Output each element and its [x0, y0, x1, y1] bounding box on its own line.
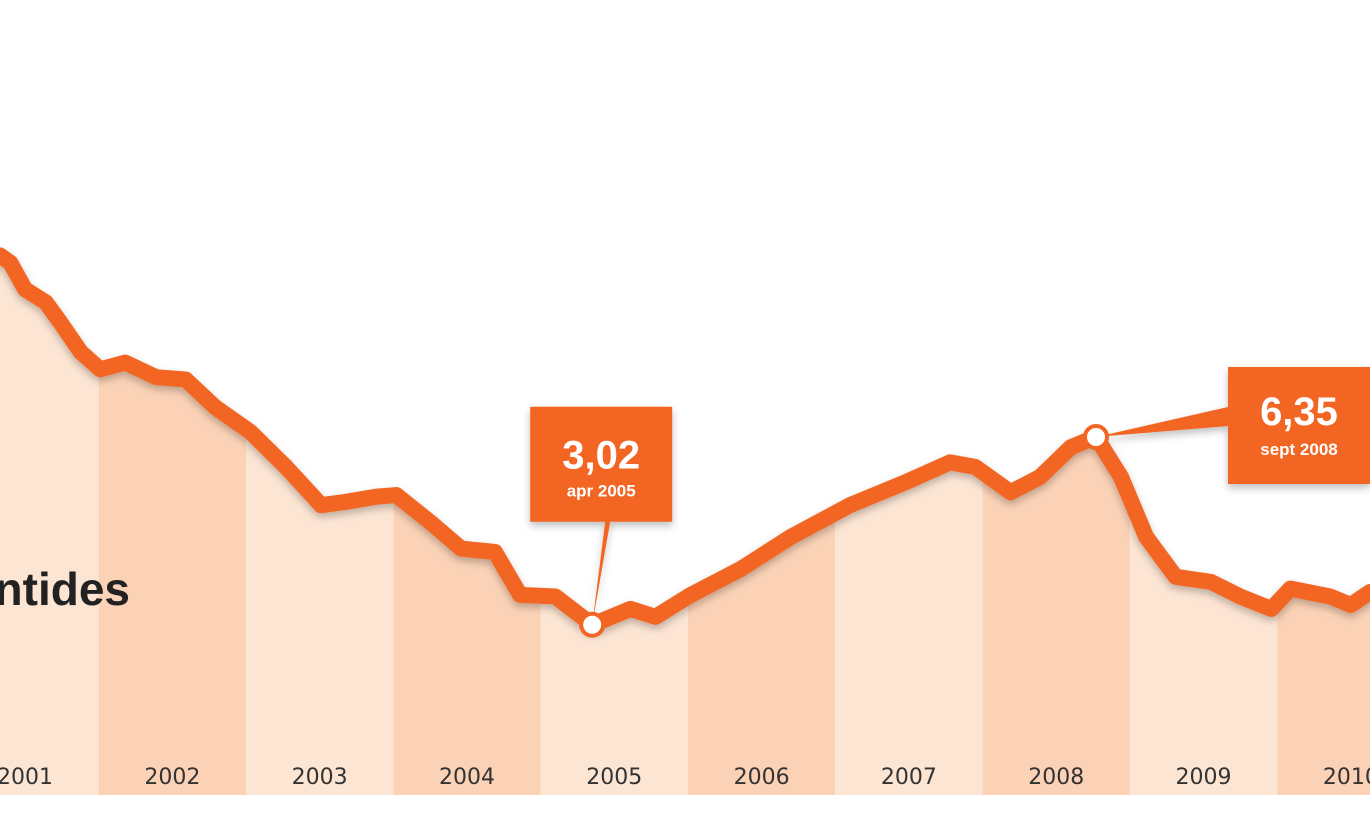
x-tick-label: 2007: [881, 765, 937, 790]
callout-point: [1083, 423, 1109, 450]
year-band: [540, 255, 688, 795]
chart-title: ntides: [0, 563, 130, 615]
x-tick-label: 2006: [734, 765, 790, 790]
x-tick-label: 2003: [292, 765, 348, 790]
callout-date: apr 2005: [567, 482, 636, 501]
x-tick-label: 2010: [1323, 765, 1370, 790]
year-band: [982, 255, 1130, 795]
year-band: [835, 255, 983, 795]
callout: 6,35 sept 2008: [1083, 366, 1370, 484]
callout-value: 6,35: [1260, 390, 1338, 434]
year-band: [98, 255, 247, 795]
callout-box: [530, 406, 673, 625]
year-band: [687, 255, 836, 795]
year-band: [246, 255, 394, 795]
x-tick-label: 2002: [144, 765, 200, 790]
x-tick-label: 2005: [586, 765, 642, 790]
year-band: [393, 255, 541, 795]
x-tick-label: 2009: [1176, 765, 1232, 790]
x-tick-label: 2008: [1028, 765, 1084, 790]
year-band: [0, 255, 99, 795]
callout: 3,02 apr 2005: [530, 406, 673, 638]
callout-value: 3,02: [562, 434, 640, 478]
callout-date: sept 2008: [1260, 440, 1338, 459]
x-tick-label: 2004: [439, 765, 495, 790]
line: [0, 247, 1370, 633]
x-tick-label: 2001: [0, 765, 53, 790]
callout-box: [1096, 366, 1370, 484]
callout-point: [579, 611, 606, 638]
